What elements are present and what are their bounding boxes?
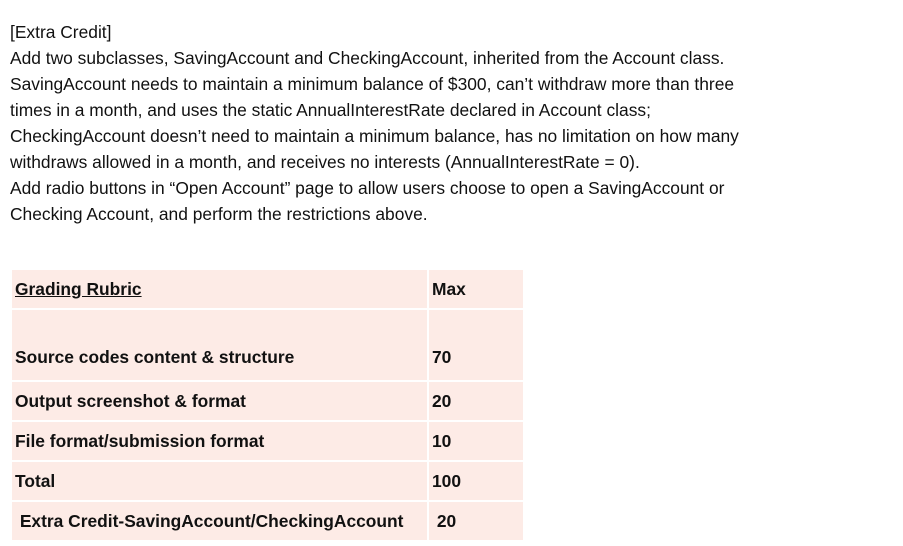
paragraph-line: CheckingAccount doesn’t need to maintain… [10, 126, 739, 146]
criterion-cell: Extra Credit-SavingAccount/CheckingAccou… [10, 500, 429, 542]
max-cell: 20 [427, 500, 525, 542]
table-row: Extra Credit-SavingAccount/CheckingAccou… [10, 500, 525, 542]
table-row: File format/submission format 10 [10, 420, 525, 462]
assignment-description: [Extra Credit] Add two subclasses, Savin… [10, 19, 900, 227]
criterion-cell: File format/submission format [10, 420, 429, 462]
criterion-cell: Source codes content & structure [10, 308, 429, 382]
paragraph-line: SavingAccount needs to maintain a minimu… [10, 74, 735, 94]
paragraph-line: times in a month, and uses the static An… [10, 100, 651, 120]
table-row: Source codes content & structure 70 [10, 308, 525, 382]
max-cell: 10 [427, 420, 525, 462]
max-cell: 100 [427, 460, 525, 502]
max-cell: 70 [427, 308, 525, 382]
paragraph-line: Checking Account, and perform the restri… [10, 204, 428, 224]
criterion-cell: Output screenshot & format [10, 380, 429, 422]
table-row: Total 100 [10, 460, 525, 502]
paragraph-line: Add two subclasses, SavingAccount and Ch… [10, 48, 725, 68]
header-max: Max [427, 268, 525, 310]
table-row: Output screenshot & format 20 [10, 380, 525, 422]
paragraph-line: withdraws allowed in a month, and receiv… [10, 152, 640, 172]
table-header-row: Grading Rubric Max [10, 268, 525, 310]
grading-rubric-table: Grading Rubric Max Source codes content … [10, 268, 525, 542]
header-criterion-text: Grading Rubric [15, 278, 142, 299]
paragraph-line: Add radio buttons in “Open Account” page… [10, 178, 725, 198]
max-cell: 20 [427, 380, 525, 422]
header-criterion: Grading Rubric [10, 268, 429, 310]
paragraph-line: [Extra Credit] [10, 22, 112, 42]
criterion-cell: Total [10, 460, 429, 502]
